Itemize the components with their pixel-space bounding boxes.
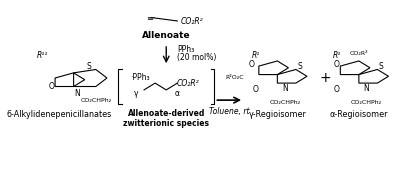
Text: Allenoate-derived
zwitterionic species: Allenoate-derived zwitterionic species xyxy=(123,109,209,128)
Text: O: O xyxy=(334,60,340,69)
Text: S: S xyxy=(297,62,302,71)
Text: 6-Alkylidenepenicillanates: 6-Alkylidenepenicillanates xyxy=(6,110,111,119)
Text: O: O xyxy=(334,85,340,94)
Text: CO₂CHPh₂: CO₂CHPh₂ xyxy=(269,100,300,105)
Text: O: O xyxy=(49,82,54,91)
Text: α-Regioisomer: α-Regioisomer xyxy=(330,110,388,119)
Text: ≡·: ≡· xyxy=(147,14,156,23)
Text: CO₂CHPh₂: CO₂CHPh₂ xyxy=(351,100,382,105)
Text: N: N xyxy=(282,84,288,93)
Text: α: α xyxy=(175,89,180,98)
Text: γ: γ xyxy=(134,89,139,98)
Text: R²O₂C: R²O₂C xyxy=(225,75,244,80)
Text: N: N xyxy=(363,84,369,93)
Text: CO₂R²: CO₂R² xyxy=(177,79,200,88)
Text: γ-Regioisomer: γ-Regioisomer xyxy=(249,110,306,119)
Text: O: O xyxy=(252,85,258,94)
Text: (20 mol%): (20 mol%) xyxy=(177,53,217,62)
Text: CO₂R²: CO₂R² xyxy=(181,17,204,26)
Text: +: + xyxy=(320,71,331,85)
Text: PPh₃: PPh₃ xyxy=(177,45,194,54)
Text: Allenoate: Allenoate xyxy=(142,31,190,40)
Text: S: S xyxy=(86,62,91,71)
Text: Toluene, rt: Toluene, rt xyxy=(209,107,249,116)
Text: R¹¹: R¹¹ xyxy=(36,51,48,60)
Text: S: S xyxy=(379,62,383,71)
Text: ·PPh₃: ·PPh₃ xyxy=(130,74,150,83)
Text: CO₂R²: CO₂R² xyxy=(350,51,368,56)
Text: R¹: R¹ xyxy=(251,51,260,60)
Text: N: N xyxy=(75,89,80,98)
Text: R¹: R¹ xyxy=(333,51,341,60)
Text: CO₂CHPh₂: CO₂CHPh₂ xyxy=(80,98,111,103)
Text: O: O xyxy=(249,60,254,69)
